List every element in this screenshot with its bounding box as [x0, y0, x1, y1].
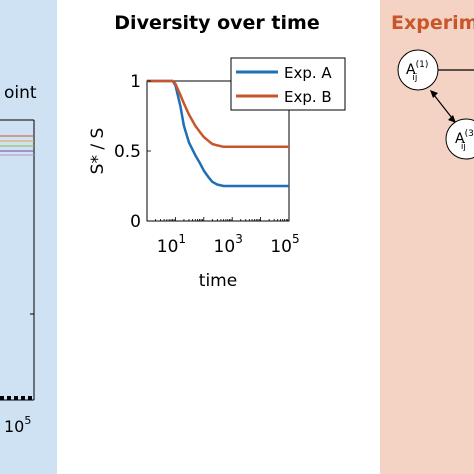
- node-a3: [445, 118, 474, 160]
- plot-lines: [147, 79, 289, 188]
- right-panel-title-fragment: Experim: [391, 12, 474, 34]
- x-axis-label: time: [199, 271, 237, 291]
- x-tick-label: 101: [157, 232, 186, 257]
- left-panel: oint 105: [0, 0, 57, 474]
- arrowhead-node1: [430, 90, 438, 98]
- node-a1: [397, 49, 439, 91]
- x-tick-label: 103: [214, 232, 243, 257]
- left-plot-level-lines: [0, 135, 34, 156]
- node-a1-label: A(1) ij: [406, 60, 428, 83]
- y-tick-label: 0: [130, 212, 141, 232]
- arrowhead-node3: [448, 115, 456, 123]
- x-tick-label: 105: [270, 232, 299, 257]
- y-ticks: 00.51: [114, 72, 151, 232]
- legend-label-exp-b: Exp. B: [284, 88, 332, 106]
- left-panel-title-fragment: oint: [4, 83, 37, 103]
- y-axis-label: S* / S: [88, 128, 108, 175]
- middle-panel: Diversity over time 101 103 105 00.51 time…: [88, 12, 346, 291]
- series-line-exp-a: [147, 79, 289, 188]
- y-tick-label: 0.5: [114, 142, 141, 162]
- y-tick-label: 1: [130, 72, 141, 92]
- right-panel: Experim A(1) ij A(3 ij: [380, 0, 474, 474]
- x-ticks: 101 103 105: [146, 217, 300, 257]
- legend: Exp. A Exp. B: [230, 57, 346, 111]
- arrow-node1-node3: [433, 94, 453, 119]
- legend-box: [230, 57, 346, 111]
- legend-label-exp-a: Exp. A: [284, 64, 332, 82]
- left-panel-background: [0, 0, 57, 474]
- series-line-exp-b: [147, 79, 289, 149]
- chart-title: Diversity over time: [114, 12, 319, 34]
- node-a3-label: A(3 ij: [455, 129, 474, 152]
- left-x-tick-label: 105: [4, 414, 31, 436]
